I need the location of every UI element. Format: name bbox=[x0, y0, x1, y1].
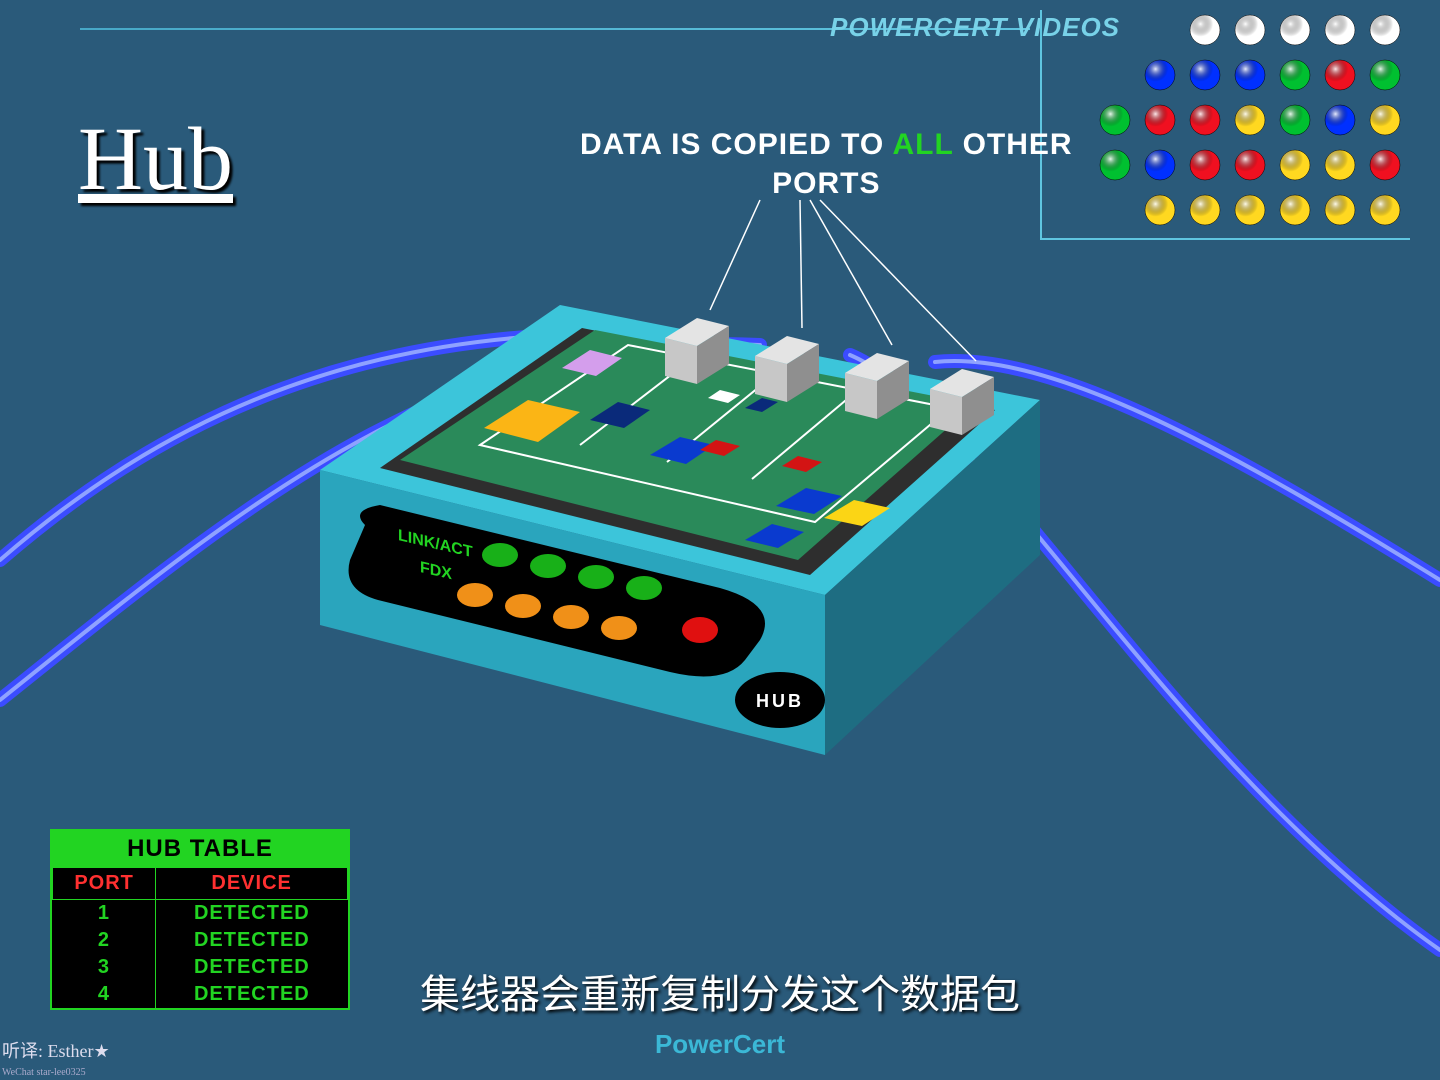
table-cell-port: 2 bbox=[53, 927, 156, 954]
table-cell-device: DETECTED bbox=[156, 927, 348, 954]
footer-brand: PowerCert bbox=[0, 1029, 1440, 1060]
table-cell-device: DETECTED bbox=[156, 900, 348, 928]
credit-line1: 听译: Esther★ bbox=[2, 1041, 110, 1061]
table-title: HUB TABLE bbox=[52, 831, 348, 867]
table-cell-port: 1 bbox=[53, 900, 156, 928]
svg-text:HUB: HUB bbox=[756, 691, 804, 711]
translator-credit: 听译: Esther★ WeChat star-lee0325 bbox=[2, 1042, 110, 1078]
col-port: PORT bbox=[53, 868, 156, 900]
col-device: DEVICE bbox=[156, 868, 348, 900]
credit-line2: WeChat star-lee0325 bbox=[2, 1067, 86, 1078]
subtitle-caption: 集线器会重新复制分发这个数据包 bbox=[0, 962, 1440, 1020]
